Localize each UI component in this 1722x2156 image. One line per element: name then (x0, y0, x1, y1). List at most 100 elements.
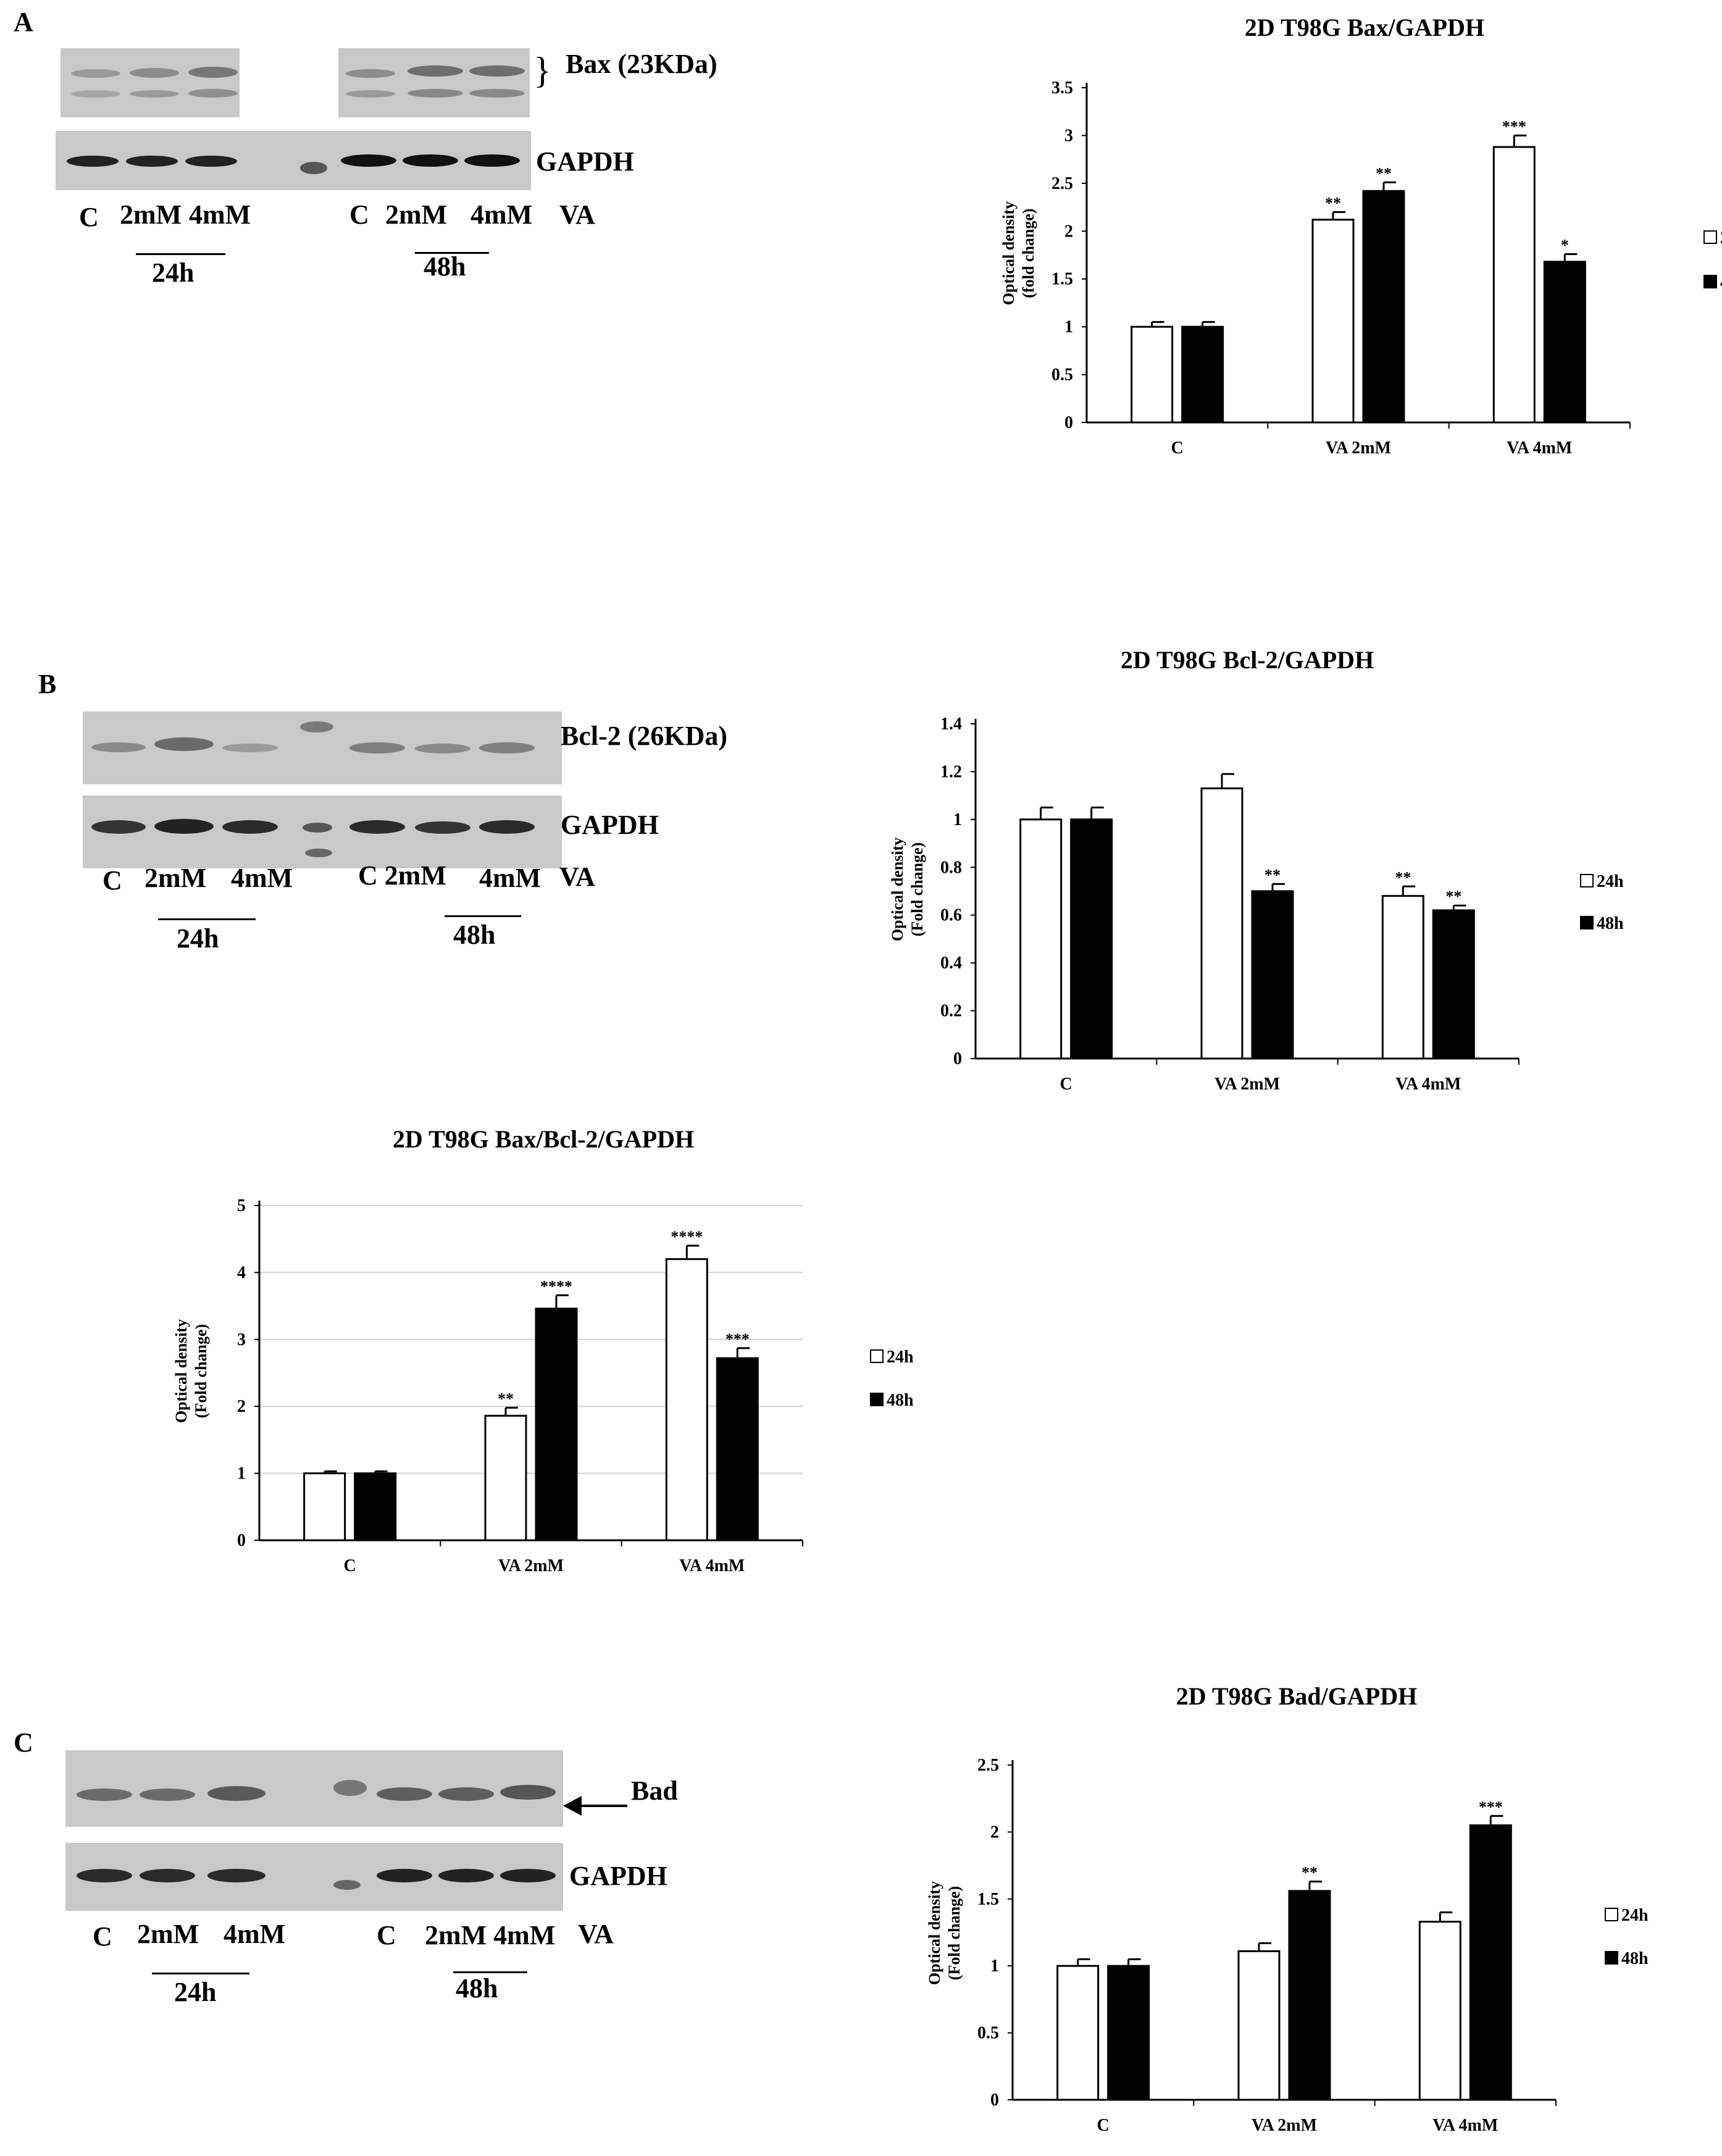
significance-marker: *** (1479, 1798, 1503, 1816)
legend-swatch-48h (1703, 275, 1717, 288)
x-category-label: VA 4mM (1395, 1075, 1461, 1094)
blot-b-lane-24-c: C (102, 865, 122, 896)
blot-a-lane-48-4mm: 4mM (470, 199, 533, 230)
blot-b-lane-24-4mm: 4mM (231, 863, 293, 893)
y-tick-label: 2 (990, 1823, 999, 1842)
bar-24h-VA-2mM (1200, 787, 1243, 1060)
chart-title: 2D T98G Bax/GAPDH (1245, 14, 1484, 41)
y-tick-label: 2.5 (977, 1756, 999, 1775)
x-category-label: C (1097, 2116, 1110, 2135)
y-tick-label: 3 (1064, 126, 1073, 145)
blot-a-loading-label: GAPDH (536, 146, 634, 177)
blot-b-loading-label: GAPDH (561, 810, 659, 840)
blot-b-lane-48-c2mm: C 2mM (358, 860, 446, 891)
blot-a-protein-label: Bax (23KDa) (566, 49, 717, 79)
blot-b-lane-24-2mm: 2mM (144, 863, 207, 893)
blot-c-treatment: VA (578, 1919, 614, 1949)
legend-swatch-24h (1605, 1908, 1618, 1921)
significance-marker: ** (1264, 866, 1281, 884)
significance-marker: ** (1302, 1864, 1318, 1882)
chart-title: 2D T98G Bcl-2/GAPDH (1121, 646, 1374, 674)
legend-label-24h: 24h (887, 1348, 914, 1367)
y-tick-label: 3.5 (1051, 78, 1073, 98)
y-axis-label-sub: (Fold change) (945, 1886, 963, 1980)
y-tick-label: 1.2 (940, 762, 962, 781)
chart-title: 2D T98G Bax/Bcl-2/GAPDH (393, 1125, 694, 1153)
significance-marker: *** (1502, 117, 1526, 135)
y-axis-label: Optical density (888, 837, 906, 941)
x-category-label: VA 4mM (1432, 2116, 1498, 2135)
blot-c-lane-48-2mm4mm: 2mM 4mM (425, 1920, 556, 1950)
arrow-left-icon (563, 1796, 627, 1816)
y-tick-label: 2 (1064, 222, 1073, 241)
chart-bad-gapdh: 2D T98G Bad/GAPDH 0 0.5 1 1.5 2 2.5 Optical den… (926, 1682, 1649, 2135)
blot-b-treatment: VA (559, 862, 595, 892)
bar-24h-VA-2mM (1237, 1950, 1281, 2101)
blot-a-time-24: 24h (152, 258, 194, 288)
bar-24h-C (1131, 325, 1174, 424)
y-tick-label: 1.5 (1051, 270, 1073, 289)
bracket-icon: } (533, 50, 551, 91)
significance-marker: * (1561, 236, 1569, 254)
chart-bcl2-gapdh: 2D T98G Bcl-2/GAPDH 0 0.2 0.4 0.6 0.8 1 1.2 1.4 O… (888, 646, 1624, 1094)
y-tick-label: 0 (1064, 413, 1073, 432)
bar-24h-VA-4mM (1418, 1921, 1461, 2101)
bar-48h-VA-2mM (1251, 890, 1294, 1060)
y-tick-label: 0 (953, 1049, 962, 1068)
bar-48h-VA-4mM (716, 1357, 759, 1541)
bar-24h-C (1056, 1965, 1100, 2101)
bar-48h-VA-4mM (1469, 1824, 1512, 2101)
y-tick-label: 1 (237, 1464, 246, 1483)
chart-title: 2D T98G Bad/GAPDH (1176, 1682, 1417, 1710)
legend-label-24h: 24h (1621, 1906, 1649, 1925)
x-category-label: VA 4mM (679, 1556, 745, 1575)
x-category-label: C (1171, 438, 1184, 458)
blot-a-time-48: 48h (424, 251, 466, 282)
significance-marker: ** (1395, 868, 1411, 886)
y-axis-label-sub: (Fold change) (908, 842, 926, 936)
legend-label-24h: 24h (1720, 229, 1722, 248)
y-tick-label: 0.5 (1051, 366, 1073, 385)
y-tick-label: 1 (953, 810, 962, 829)
blot-c-lane-24-4mm: 4mM (224, 1919, 286, 1949)
y-tick-label: 1.5 (977, 1890, 999, 1909)
blot-a-lane-48-2mm: 2mM (385, 199, 448, 230)
legend-swatch-48h (1580, 916, 1594, 929)
y-tick-label: 1.4 (940, 715, 962, 734)
significance-marker: ** (1325, 194, 1341, 212)
bar-24h-VA-2mM (484, 1414, 527, 1541)
x-category-label: VA 2mM (1252, 2116, 1317, 2135)
underline-48h-c (453, 1971, 527, 1973)
blot-c-protein-label: Bad (631, 1776, 678, 1806)
underline-48h-b (445, 915, 521, 917)
panel-label-a: A (14, 7, 33, 37)
bar-48h-VA-4mM (1432, 909, 1475, 1060)
bar-24h-VA-4mM (665, 1258, 708, 1541)
significance-marker: ** (1376, 164, 1392, 182)
blot-c-loading-label: GAPDH (569, 1861, 667, 1891)
x-category-label: VA 2mM (1214, 1075, 1280, 1094)
blot-a-lane-48-c: C (349, 199, 369, 230)
blot-a-treatment: VA (559, 199, 595, 230)
y-tick-label: 2.5 (1051, 174, 1073, 193)
significance-marker: *** (725, 1330, 750, 1348)
blot-b-time-24: 24h (177, 923, 219, 954)
blot-c-time-24: 24h (174, 1977, 217, 2007)
y-tick-label: 0.6 (940, 906, 962, 925)
bar-48h-C (1181, 325, 1224, 424)
bar-48h-VA-2mM (535, 1307, 578, 1541)
y-axis-label: Optical density (1000, 201, 1018, 305)
significance-marker: **** (671, 1228, 703, 1246)
legend-swatch-48h (870, 1393, 884, 1406)
y-tick-label: 1 (1064, 317, 1073, 337)
bar-24h-VA-4mM (1492, 146, 1536, 424)
legend-swatch-24h (1580, 874, 1594, 887)
blot-b-protein-label: Bcl-2 (26KDa) (561, 721, 728, 751)
x-category-label: VA 2mM (1326, 438, 1391, 458)
y-tick-label: 0.4 (940, 954, 962, 973)
blot-b-time-48: 48h (453, 920, 496, 950)
blot-a-lane-24-c: C (79, 202, 99, 232)
y-tick-label: 0 (237, 1531, 246, 1550)
y-axis-label: Optical density (926, 1881, 943, 1985)
y-tick-label: 0.2 (940, 1002, 962, 1021)
